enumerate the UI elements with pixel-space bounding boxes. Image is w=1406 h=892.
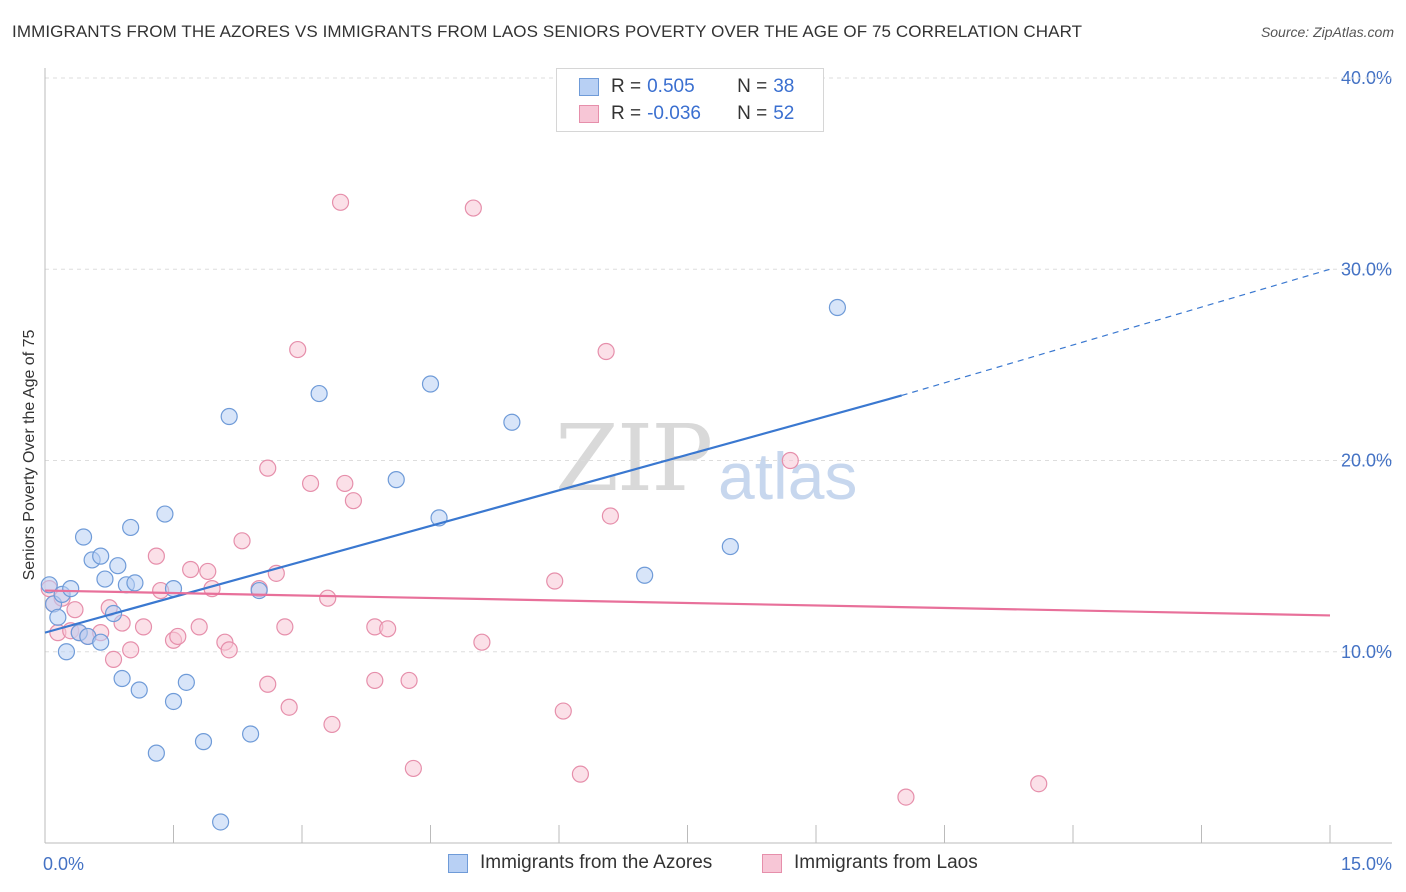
series-swatch-laos	[762, 853, 782, 873]
azores-point	[421, 375, 440, 393]
laos-point	[169, 627, 187, 646]
azores-point	[147, 744, 165, 762]
azores-point	[636, 566, 654, 584]
laos-point	[379, 620, 397, 638]
azores-point	[113, 669, 131, 688]
azores-point	[156, 505, 174, 523]
laos-point	[781, 451, 799, 470]
azores-point	[109, 557, 127, 575]
laos-point	[323, 715, 341, 734]
x-tick-label: 0.0%	[43, 854, 84, 874]
series-label-azores: Immigrants from the Azores	[480, 852, 713, 873]
azores-point	[122, 518, 140, 537]
laos-point	[473, 633, 491, 651]
azores-trend-extension	[901, 268, 1331, 397]
azores-point	[126, 574, 144, 592]
x-tick-label: 15.0%	[1341, 854, 1392, 874]
laos-point	[571, 765, 590, 783]
laos-point	[331, 193, 350, 211]
laos-point	[134, 618, 153, 636]
legend-r-value: 0.505	[647, 76, 695, 97]
laos-point	[1030, 775, 1048, 793]
laos-point	[404, 759, 422, 778]
chart-title: IMMIGRANTS FROM THE AZORES VS IMMIGRANTS…	[12, 22, 1083, 41]
legend-swatch-azores	[579, 78, 599, 96]
y-tick-label: 10.0%	[1341, 642, 1392, 662]
azores-point	[74, 528, 93, 546]
watermark-atlas: atlas	[718, 439, 858, 513]
laos-point	[199, 562, 217, 581]
legend-row-laos: R = -0.036 N = 52	[579, 102, 794, 126]
laos-point	[190, 618, 208, 636]
y-tick-label: 20.0%	[1341, 451, 1392, 471]
series-label-laos: Immigrants from Laos	[794, 852, 978, 873]
azores-point	[220, 407, 238, 426]
laos-point	[280, 698, 298, 716]
laos-point	[597, 342, 615, 361]
laos-point	[400, 671, 418, 690]
series-legend: Immigrants from the Azores Immigrants fr…	[0, 852, 1406, 878]
azores-point	[164, 692, 183, 711]
azores-point	[310, 384, 328, 403]
laos-point	[301, 474, 320, 493]
azores-point	[96, 570, 114, 588]
y-tick-label: 30.0%	[1341, 259, 1392, 279]
azores-point	[250, 581, 268, 600]
series-legend-azores: Immigrants from the Azores	[448, 852, 712, 874]
laos-point	[259, 459, 277, 477]
laos-point	[220, 641, 238, 659]
source-label: Source: ZipAtlas.com	[1260, 24, 1394, 40]
laos-trend-line	[44, 589, 1331, 617]
legend-n-label: N =	[737, 103, 768, 124]
azores-point	[503, 413, 521, 431]
azores-point	[62, 580, 80, 598]
legend-r-label: R =	[611, 76, 642, 97]
legend-r-value: -0.036	[647, 103, 701, 124]
azores-point	[212, 813, 230, 831]
laos-point	[66, 601, 84, 619]
azores-point	[130, 681, 148, 699]
watermark-zip: ZIP	[555, 405, 713, 512]
legend-n-value: 52	[773, 103, 795, 124]
laos-point	[289, 340, 307, 359]
laos-point	[147, 547, 165, 565]
legend-n-label: N =	[737, 76, 768, 97]
correlation-legend: R = 0.505 N = 38 R = -0.036 N = 52	[556, 68, 824, 132]
legend-swatch-laos	[579, 105, 599, 123]
laos-point	[546, 572, 564, 590]
laos-point	[182, 560, 200, 579]
laos-point	[897, 788, 915, 806]
azores-point	[92, 547, 110, 565]
laos-point	[233, 532, 251, 550]
laos-point	[259, 675, 277, 693]
legend-row-azores: R = 0.505 N = 38	[579, 75, 794, 99]
azores-point	[387, 471, 405, 489]
azores-point	[828, 298, 847, 317]
legend-n-value: 38	[773, 76, 795, 97]
azores-point	[92, 633, 110, 651]
laos-point	[122, 641, 140, 659]
azores-point	[49, 608, 67, 626]
laos-point	[104, 650, 123, 669]
laos-point	[554, 702, 572, 720]
series-legend-laos: Immigrants from Laos	[762, 852, 978, 874]
laos-point	[464, 199, 482, 217]
azores-point	[177, 673, 195, 691]
azores-point	[242, 725, 260, 743]
laos-point	[601, 507, 620, 525]
legend-r-label: R =	[611, 103, 642, 124]
series-swatch-azores	[448, 853, 468, 873]
laos-point	[344, 492, 362, 510]
laos-point	[319, 589, 337, 607]
azores-point	[194, 733, 213, 751]
laos-point	[366, 671, 384, 690]
laos-point	[276, 618, 294, 636]
azores-point	[40, 576, 58, 594]
azores-point	[721, 537, 739, 556]
azores-point	[57, 643, 76, 661]
laos-point	[336, 474, 354, 493]
